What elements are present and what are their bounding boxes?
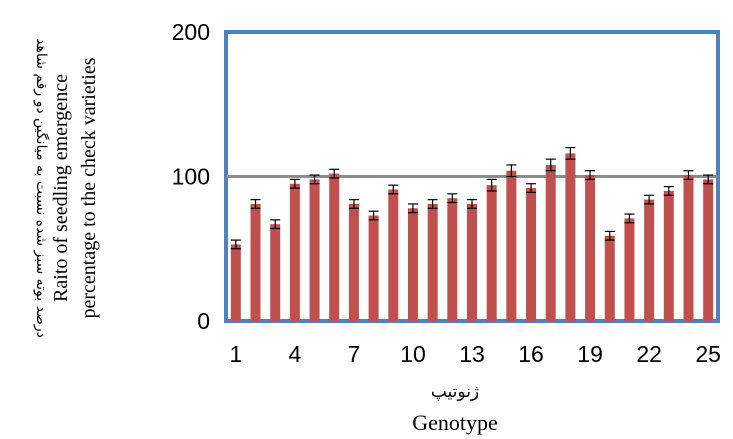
y-tick-label-100: 100 bbox=[172, 164, 210, 190]
bar-2 bbox=[250, 203, 261, 321]
bar-1 bbox=[230, 244, 241, 321]
x-tick-label-25: 25 bbox=[695, 341, 721, 367]
bar-22 bbox=[644, 199, 655, 321]
y-tick-label-200: 200 bbox=[172, 19, 210, 45]
bar-6 bbox=[329, 173, 340, 321]
plot-area: 0 100 200 1 4 7 10 13 16 19 22 25 bbox=[172, 19, 721, 367]
x-tick-label-7: 7 bbox=[348, 341, 361, 367]
bar-3 bbox=[270, 224, 281, 321]
y-axis-label-persian: درصد بوته سبز شده نسبت به میانگین دو رقم… bbox=[33, 38, 50, 338]
bar-15 bbox=[506, 170, 517, 321]
bar-14 bbox=[486, 185, 497, 321]
bar-13 bbox=[467, 203, 477, 321]
bar-4 bbox=[289, 183, 300, 321]
bar-12 bbox=[447, 198, 458, 321]
bar-24 bbox=[683, 175, 694, 321]
x-tick-label-1: 1 bbox=[229, 341, 242, 367]
bar-10 bbox=[407, 208, 418, 321]
x-tick-label-10: 10 bbox=[400, 341, 426, 367]
bar-7 bbox=[348, 203, 359, 321]
x-tick-label-13: 13 bbox=[459, 341, 485, 367]
x-tick-label-4: 4 bbox=[288, 341, 301, 367]
x-tick-label-22: 22 bbox=[636, 341, 662, 367]
bar-23 bbox=[663, 190, 674, 321]
y-axis-label-line1: Raito of seedling emergence bbox=[50, 74, 72, 302]
bar-8 bbox=[368, 215, 379, 321]
bar-18 bbox=[565, 153, 576, 321]
bar-11 bbox=[427, 203, 438, 321]
bar-21 bbox=[624, 218, 635, 321]
y-tick-label-0: 0 bbox=[197, 308, 210, 334]
bar-16 bbox=[526, 188, 537, 321]
x-tick-label-19: 19 bbox=[577, 341, 603, 367]
x-tick-label-16: 16 bbox=[518, 341, 544, 367]
x-axis-label: Genotype bbox=[412, 410, 498, 435]
x-axis-label-persian: ژنوتیپ bbox=[431, 382, 479, 402]
bar-9 bbox=[388, 189, 399, 321]
bar-17 bbox=[545, 164, 556, 321]
bar-19 bbox=[585, 175, 596, 321]
y-axis-label-line2: percentage to the check varieties bbox=[78, 57, 100, 318]
bar-25 bbox=[703, 179, 714, 321]
bar-5 bbox=[309, 179, 320, 321]
bar-20 bbox=[604, 235, 615, 321]
